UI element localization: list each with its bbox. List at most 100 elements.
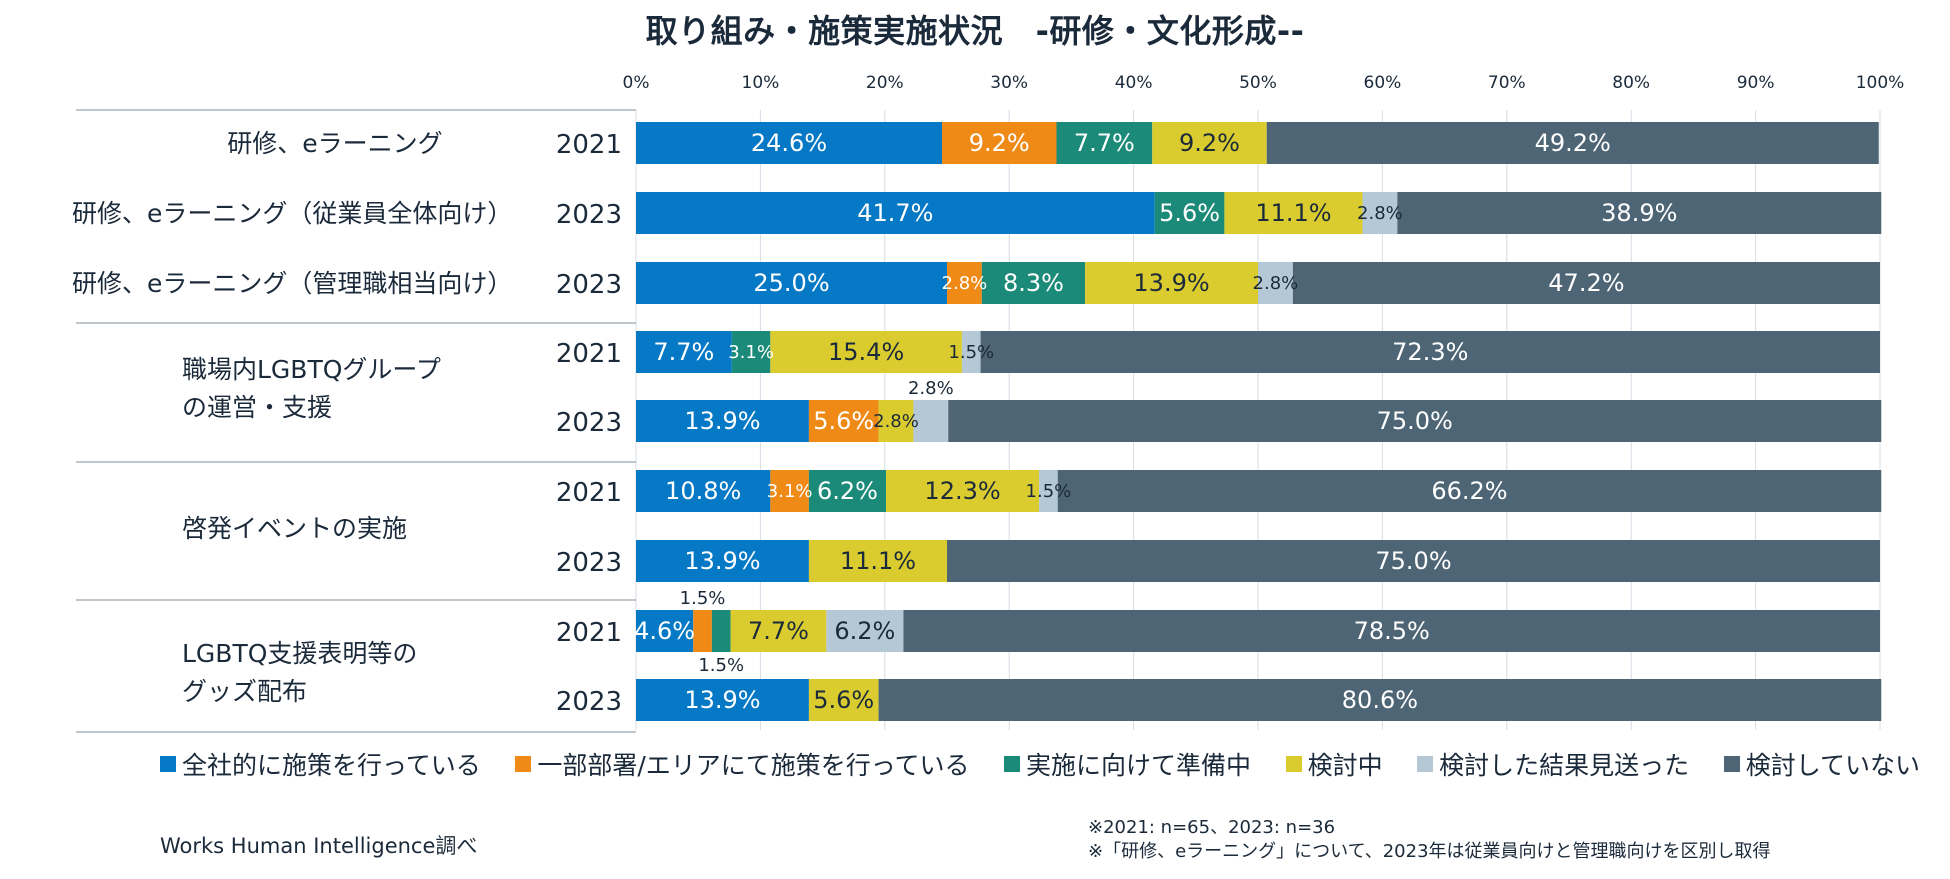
category-label: グッズ配布 [182, 677, 307, 706]
x-tick-label: 50% [1239, 73, 1277, 93]
data-label: 5.6% [813, 686, 874, 714]
legend-label: 検討した結果見送った [1439, 751, 1690, 780]
bar-segment [636, 122, 943, 164]
legend: 全社的に施策を行っている 一部部署/エリアにて施策を行っている 実施に向けて準備中 検… [160, 746, 1920, 782]
legend-item: 検討中 [1285, 746, 1383, 782]
bar-segment [808, 400, 879, 442]
year-label: 2023 [556, 200, 622, 230]
x-tick-label: 100% [1856, 73, 1905, 93]
year-label: 2023 [556, 270, 622, 300]
bar-segment [1152, 122, 1267, 164]
year-label: 2021 [556, 618, 622, 648]
bar-segment [1362, 192, 1398, 234]
bar-segment [878, 679, 1882, 721]
year-label: 2021 [556, 339, 622, 369]
x-tick-label: 20% [866, 73, 904, 93]
source-text: Works Human Intelligence調べ [160, 834, 478, 858]
year-label: 2023 [556, 408, 622, 438]
bar-segment [947, 540, 1880, 582]
bar-segment [1266, 122, 1879, 164]
data-label: 5.6% [1159, 199, 1220, 227]
bar-segment [886, 470, 1040, 512]
data-label: 13.9% [684, 547, 760, 575]
bar-segment [711, 610, 731, 652]
data-label: 2.8% [942, 273, 988, 294]
bar-segment [942, 122, 1057, 164]
category-label: 啓発イベントの実施 [182, 514, 407, 543]
stacked-bar-chart: 0% 10% 20% 30% 40% 50% 60% 70% 80% 90% 100% 研修、eラー… [72, 73, 1905, 733]
legend-item: 検討していない [1723, 746, 1920, 782]
category-label: の運営・支援 [182, 393, 332, 422]
bar-segment [693, 610, 712, 652]
year-label: 2023 [556, 548, 622, 578]
data-label: 4.6% [634, 617, 695, 645]
bar-segment [947, 262, 982, 304]
category-dividers [76, 109, 636, 733]
data-label: 2.8% [1253, 273, 1299, 294]
data-label: 8.3% [1003, 269, 1064, 297]
bar-segment [1292, 262, 1880, 304]
x-tick-label: 90% [1737, 73, 1775, 93]
chart-title: 取り組み・施策実施状況 -研修・文化形成-- [645, 12, 1305, 50]
data-label: 12.3% [924, 477, 1000, 505]
legend-item: 実施に向けて準備中 [1004, 746, 1251, 782]
data-label: 1.5% [948, 342, 994, 363]
legend-swatch [1417, 756, 1434, 772]
category-label: 研修、eラーニング（従業員全体向け） [72, 199, 512, 228]
category-label: LGBTQ支援表明等の [182, 639, 417, 668]
data-label: 9.2% [1179, 129, 1240, 157]
x-tick-label: 10% [742, 73, 780, 93]
year-labels: 2021 2023 2023 2021 2023 2021 2023 2021 2023 [556, 130, 622, 717]
bar-segment [981, 262, 1086, 304]
bar-segment [1397, 192, 1882, 234]
category-label: 研修、eラーニング [227, 129, 442, 158]
data-label: 11.1% [840, 547, 916, 575]
bar-segment [903, 610, 1880, 652]
bar-segment [961, 331, 981, 373]
data-label: 24.6% [751, 129, 827, 157]
footnotes: ※2021: n=65、2023: n=36 ※「研修、eラーニング」について、… [1088, 816, 1771, 864]
year-label: 2021 [556, 478, 622, 508]
data-label: 66.2% [1431, 477, 1507, 505]
data-label: 6.2% [817, 477, 878, 505]
data-label: 3.1% [728, 342, 774, 363]
data-label: 13.9% [684, 407, 760, 435]
data-label: 10.8% [665, 477, 741, 505]
data-label: 9.2% [969, 129, 1030, 157]
bar-segment [1085, 262, 1258, 304]
x-tick-label: 80% [1612, 73, 1650, 93]
data-label: 7.7% [653, 338, 714, 366]
legend-item: 検討した結果見送った [1417, 746, 1689, 782]
data-label: 15.4% [828, 338, 904, 366]
footnote-elearning: ※「研修、eラーニング」について、2023年は従業員向けと管理職向けを区別し取得 [1088, 841, 1771, 862]
bar-segment [636, 679, 809, 721]
bar-segment [730, 610, 827, 652]
bar-segment [948, 400, 1882, 442]
data-label: 78.5% [1354, 617, 1430, 645]
bar-segment [980, 331, 1880, 373]
bar-segment [1258, 262, 1293, 304]
data-label: 49.2% [1535, 129, 1611, 157]
data-label: 7.7% [1074, 129, 1135, 157]
data-label: 7.7% [748, 617, 809, 645]
data-label: 2.8% [873, 411, 919, 432]
bar-segment [878, 400, 914, 442]
footnote-sample-size: ※2021: n=65、2023: n=36 [1088, 817, 1336, 838]
x-tick-label: 70% [1488, 73, 1526, 93]
data-label-outside: 1.5% [680, 588, 726, 609]
data-label: 41.7% [857, 199, 933, 227]
bar-segment [636, 540, 809, 582]
bar-segment [913, 400, 949, 442]
bar-segment [1056, 122, 1153, 164]
data-label: 75.0% [1375, 547, 1451, 575]
bar-segment [1057, 470, 1882, 512]
data-labels: 24.6% 9.2% 7.7% 9.2% 49.2% 41.7% 5.6% 11.1% 2.8%… [634, 129, 1677, 714]
x-tick-label: 30% [990, 73, 1028, 93]
legend-swatch [1285, 756, 1302, 772]
bar-segment [808, 679, 879, 721]
category-label: 研修、eラーニング（管理職相当向け） [72, 269, 512, 298]
data-label: 2.8% [1357, 203, 1403, 224]
bar-segment [770, 331, 962, 373]
bar-segment [636, 610, 694, 652]
